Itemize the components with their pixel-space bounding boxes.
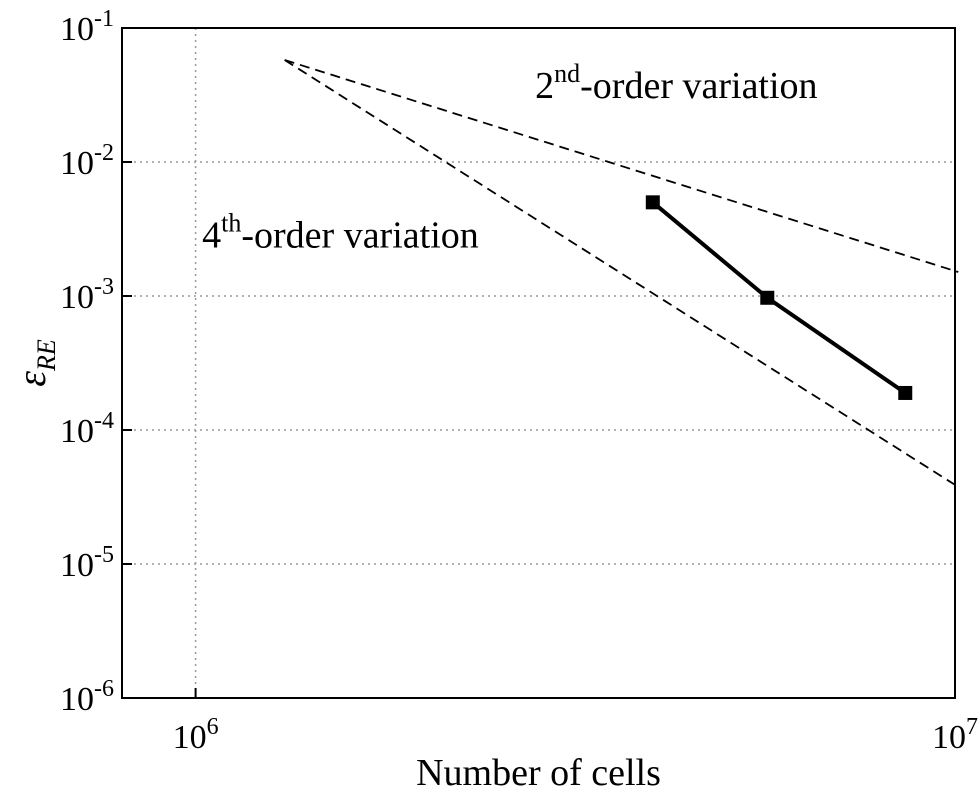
y-axis-label-main: ε [9, 371, 54, 387]
tick-base: 10 [60, 681, 94, 718]
data-point [898, 385, 913, 400]
annotation-rest: -order variation [580, 65, 817, 107]
tick-label: 10-1 [60, 6, 114, 48]
tick-exponent: 7 [966, 714, 978, 740]
annotation: 2nd-order variation [535, 59, 817, 107]
x-axis-label: Number of cells [416, 752, 661, 794]
annotation-sup: th [221, 209, 241, 238]
tick-base: 10 [60, 11, 94, 48]
plot-frame [121, 27, 956, 699]
tick-label: 10-3 [60, 274, 114, 316]
annotation-base: 4 [202, 215, 221, 257]
tick-exponent: -3 [94, 274, 114, 300]
annotation-sup: nd [554, 59, 580, 88]
tick-base: 10 [932, 719, 966, 756]
annotation-base: 2 [535, 65, 554, 107]
tick-label: 106 [173, 714, 219, 756]
tick-exponent: -1 [94, 6, 114, 32]
tick-exponent: -6 [94, 676, 114, 702]
tick-label: 107 [932, 714, 978, 756]
reference-line [284, 59, 959, 488]
reference-line [284, 59, 959, 273]
data-point [645, 195, 660, 210]
tick-label: 10-4 [60, 408, 114, 450]
series-line [651, 200, 907, 395]
annotation: 4th-order variation [202, 209, 479, 257]
tick-base: 10 [60, 145, 94, 182]
tick-label: 10-5 [60, 542, 114, 584]
tick-base: 10 [60, 547, 94, 584]
tick-exponent: -5 [94, 542, 114, 568]
annotation-rest: -order variation [241, 215, 478, 257]
tick-label: 10-6 [60, 676, 114, 718]
data-point [760, 290, 775, 305]
tick-label: 10-2 [60, 140, 114, 182]
y-axis-label: εRE [9, 339, 61, 387]
tick-exponent: -2 [94, 140, 114, 166]
tick-base: 10 [60, 413, 94, 450]
tick-base: 10 [173, 719, 207, 756]
tick-exponent: -4 [94, 408, 114, 434]
y-axis-label-sub: RE [32, 339, 61, 372]
tick-base: 10 [60, 279, 94, 316]
tick-exponent: 6 [207, 714, 219, 740]
